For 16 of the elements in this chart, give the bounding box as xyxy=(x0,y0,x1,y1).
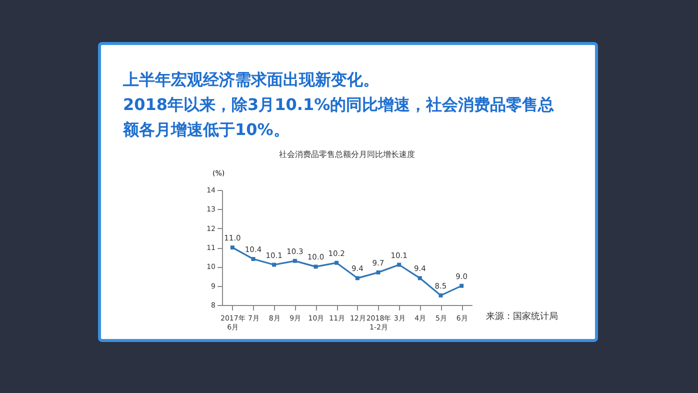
point xyxy=(418,276,422,280)
point xyxy=(376,270,380,274)
point xyxy=(272,262,276,267)
point xyxy=(460,284,464,288)
chart-title: 社会消费品零售总额分月同比增长速度 xyxy=(279,150,415,159)
text: 2018年以来，除3月10.1%的同比增速，社会消费品零售总额各月增速低于10%。 xyxy=(123,94,556,141)
source-note: 来源：国家统计局 xyxy=(486,310,558,323)
point xyxy=(314,264,318,269)
point xyxy=(251,257,256,261)
point xyxy=(292,258,297,263)
point xyxy=(230,246,234,250)
point xyxy=(438,293,443,298)
text: 上半年宏观经济需求面出现新变化。 xyxy=(123,69,379,91)
point xyxy=(355,276,360,280)
point xyxy=(334,260,339,265)
point xyxy=(397,262,402,267)
